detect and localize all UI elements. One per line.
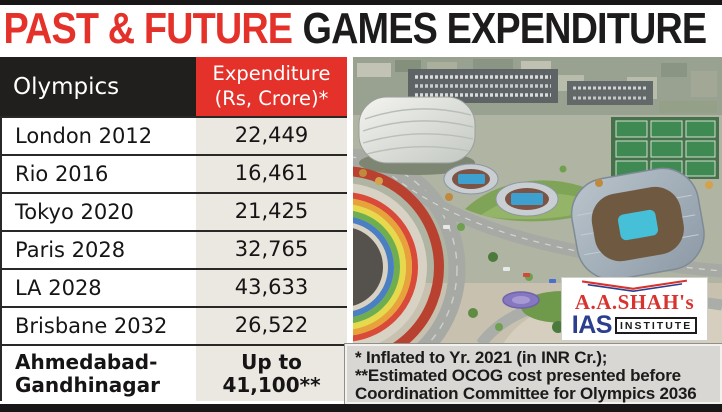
table-row: Tokyo 2020 21,425: [0, 192, 347, 230]
logo-name: A.A.SHAH's: [574, 290, 695, 314]
olympics-cell: Paris 2028: [0, 232, 196, 268]
expenditure-cell: 22,449: [196, 118, 347, 154]
table-row: London 2012 22,449: [0, 116, 347, 154]
indoor-arena: [358, 96, 476, 175]
headline-banner: PAST & FUTURE GAMES EXPENDITURE: [0, 5, 722, 52]
table-row: Paris 2028 32,765: [0, 230, 347, 268]
expenditure-cell: Up to 41,100**: [196, 346, 347, 401]
olympics-cell: Brisbane 2032: [0, 308, 196, 344]
footnote-box: * Inflated to Yr. 2021 (in INR Cr.); **E…: [344, 343, 722, 405]
page-title-rest: GAMES EXPENDITURE: [302, 5, 707, 52]
practice-stadium: [495, 181, 559, 217]
main-stadium: [570, 167, 705, 281]
column-header-olympics: Olympics: [0, 57, 196, 116]
expenditure-table: Olympics Expenditure (Rs, Crore)* London…: [0, 57, 347, 401]
expenditure-cell: 16,461: [196, 156, 347, 192]
rainbow-stadium: [353, 166, 444, 344]
expenditure-cell: 43,633: [196, 270, 347, 306]
table-row: Brisbane 2032 26,522: [0, 306, 347, 344]
logo-institute-text: INSTITUTE: [614, 316, 698, 335]
bottom-rule: [0, 404, 722, 412]
footnote-line: * Inflated to Yr. 2021 (in INR Cr.);: [355, 348, 608, 367]
table-row-ahmedabad: Ahmedabad-Gandhinagar Up to 41,100**: [0, 344, 347, 401]
footnote-line: **Estimated OCOG cost presented before: [355, 366, 681, 385]
expenditure-cell: 26,522: [196, 308, 347, 344]
table-row: LA 2028 43,633: [0, 268, 347, 306]
olympics-cell: Ahmedabad-Gandhinagar: [0, 346, 196, 401]
olympics-cell: London 2012: [0, 118, 196, 154]
page-title-highlight: PAST & FUTURE: [3, 5, 293, 52]
aquatics-stadium: [443, 163, 499, 195]
olympics-cell: Rio 2016: [0, 156, 196, 192]
table-row: Rio 2016 16,461: [0, 154, 347, 192]
logo-ias-text: IAS: [571, 311, 613, 339]
cars: [443, 225, 556, 283]
olympics-cell: LA 2028: [0, 270, 196, 306]
footnote-line: Coordination Committee for Olympics 2036: [355, 384, 697, 403]
logo-swoosh-icon: [581, 279, 688, 292]
expenditure-cell: 21,425: [196, 194, 347, 230]
column-header-expenditure: Expenditure (Rs, Crore)*: [196, 57, 347, 116]
olympics-cell: Tokyo 2020: [0, 194, 196, 230]
expenditure-cell: 32,765: [196, 232, 347, 268]
tennis-courts: [611, 117, 719, 179]
aa-shah-logo: A.A.SHAH's IAS INSTITUTE: [562, 278, 707, 340]
top-rule: [0, 0, 722, 5]
page-title: PAST & FUTURE GAMES EXPENDITURE: [0, 5, 707, 52]
table-header-row: Olympics Expenditure (Rs, Crore)*: [0, 57, 347, 116]
pond: [502, 291, 540, 309]
trees: [359, 165, 713, 333]
